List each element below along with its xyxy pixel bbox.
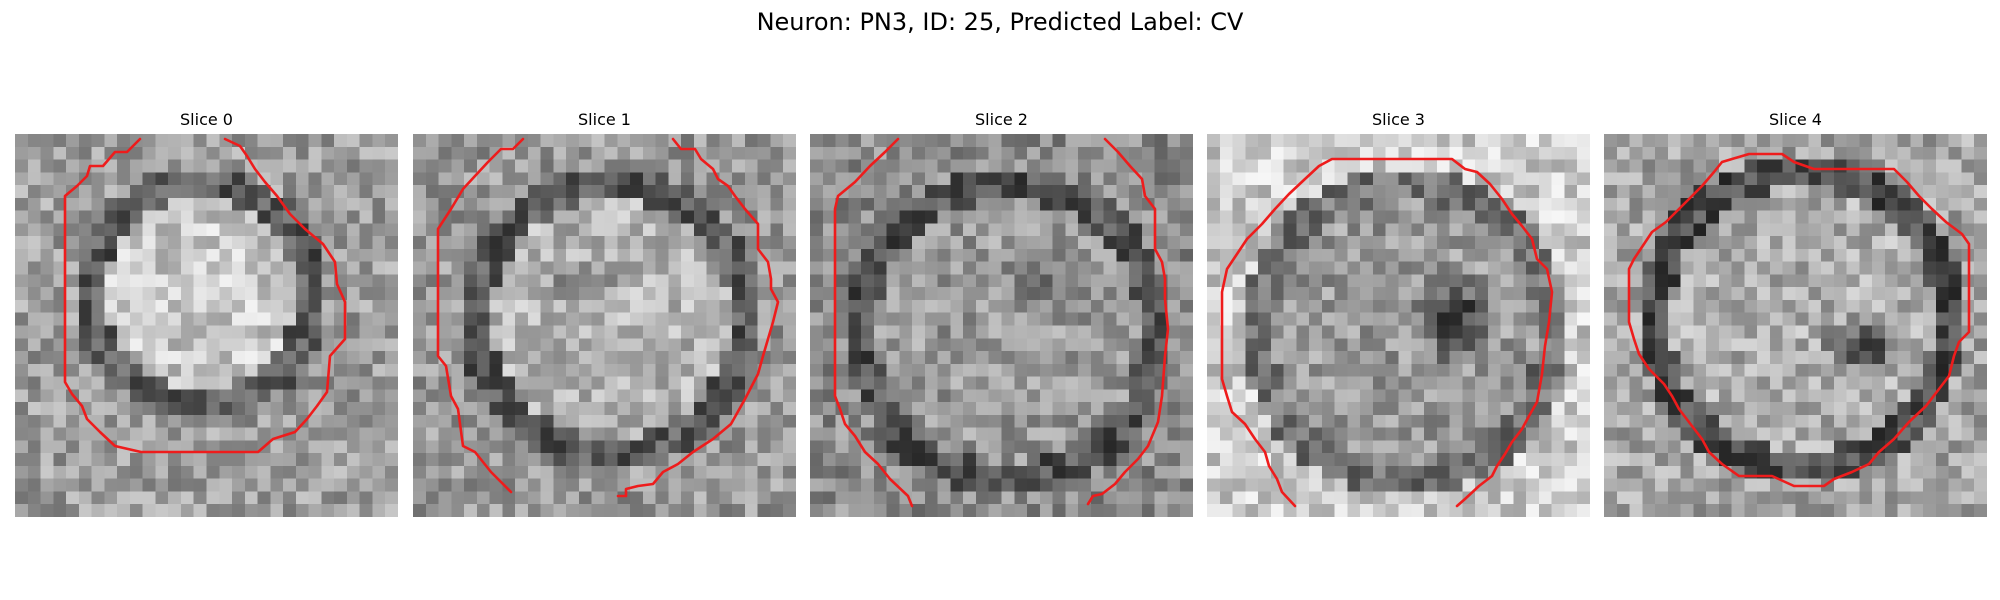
cell-contour xyxy=(1207,134,1590,517)
slice-panel-3: Slice 3 xyxy=(1207,108,1590,517)
slice-title: Slice 3 xyxy=(1207,108,1590,134)
cell-contour xyxy=(413,134,796,517)
cell-contour xyxy=(15,134,398,517)
cell-contour xyxy=(1604,134,1987,517)
slice-title: Slice 4 xyxy=(1604,108,1987,134)
slice-panel-0: Slice 0 xyxy=(15,108,398,517)
slice-panel-1: Slice 1 xyxy=(413,108,796,517)
slice-title: Slice 0 xyxy=(15,108,398,134)
slice-panel-2: Slice 2 xyxy=(810,108,1193,517)
slice-panel-4: Slice 4 xyxy=(1604,108,1987,517)
cell-contour xyxy=(810,134,1193,517)
slice-title: Slice 2 xyxy=(810,108,1193,134)
figure-title: Neuron: PN3, ID: 25, Predicted Label: CV xyxy=(0,8,2000,36)
slice-title: Slice 1 xyxy=(413,108,796,134)
